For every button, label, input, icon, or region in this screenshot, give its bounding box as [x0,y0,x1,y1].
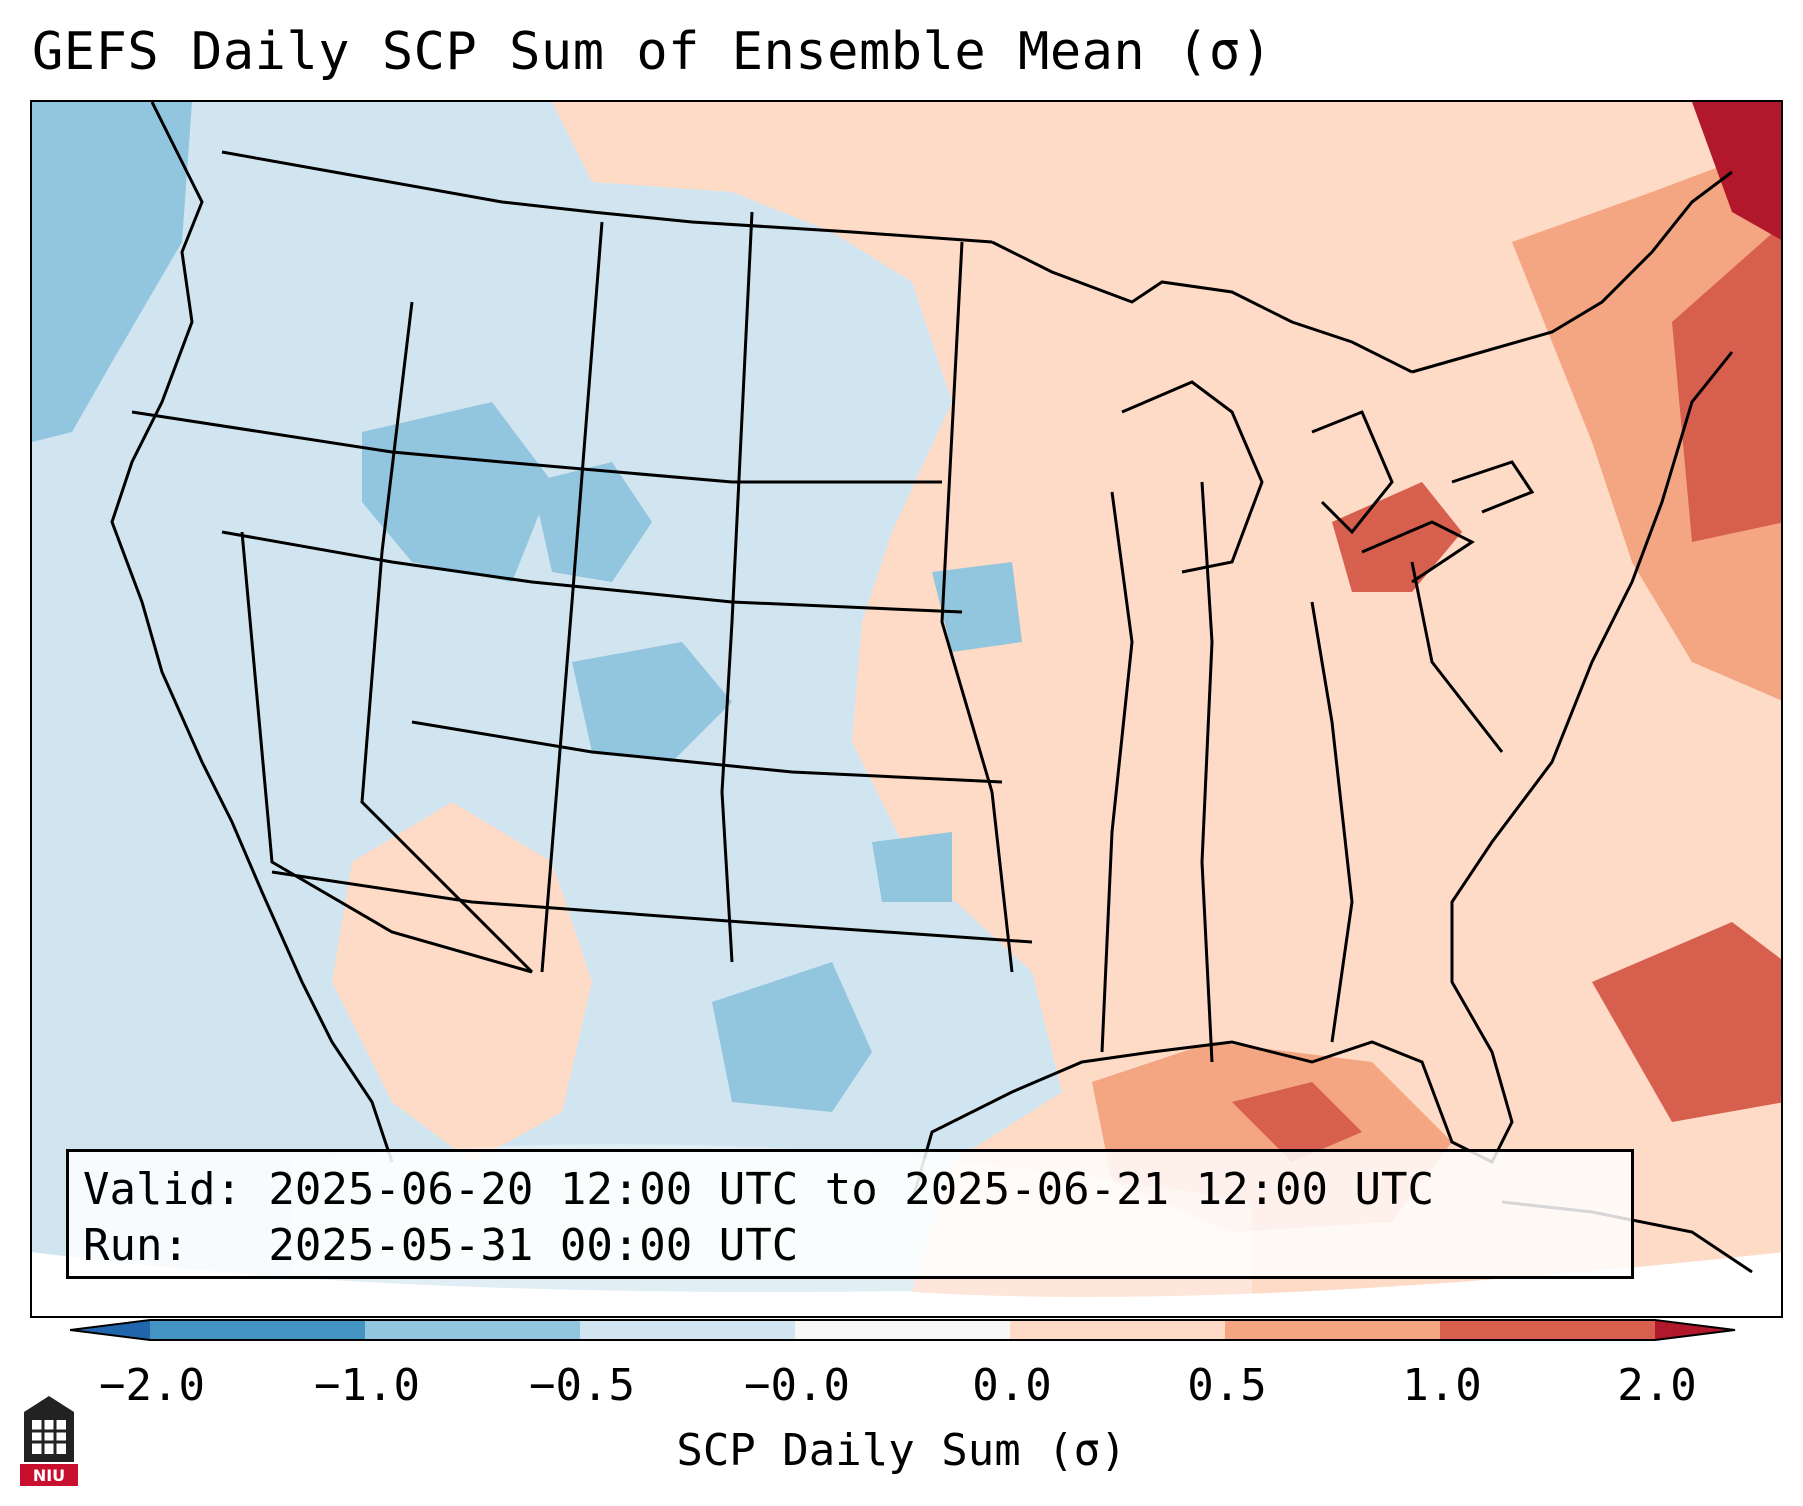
colorbar-label: SCP Daily Sum (σ) [676,1425,1127,1476]
texas-cool-region [712,962,872,1112]
plains-border-2 [940,241,1014,973]
colorbar-bin-7 [1440,1320,1655,1340]
state-line-south [271,870,1033,944]
west-coastline [110,102,394,1163]
pacific-cool-region [32,102,192,442]
outside-domain [32,1252,1781,1316]
colorbar-bin-1 [150,1320,365,1340]
idaho-cool-region [362,402,552,582]
colorbar-tick: 1.0 [1402,1360,1482,1411]
east-gulf-coastline [910,351,1734,1203]
colorbar-ticks: −2.0 −1.0 −0.5 −0.0 0.0 0.5 1.0 2.0 [0,1360,1803,1420]
colorbar-low-extend [70,1320,150,1340]
colorbar [70,1319,1736,1341]
boundaries [110,102,1753,1274]
lake-erie-outline [1361,520,1475,584]
atlantic-strong-region [1592,922,1781,1122]
state-line-central [411,720,1003,784]
chart-title: GEFS Daily SCP Sum of Ensemble Mean (σ) [32,22,1273,82]
colorbar-tick: 2.0 [1617,1360,1697,1411]
northeast-warm-region [1512,143,1781,701]
canada-border-west [221,150,993,244]
gulf-strong-region [1232,1082,1362,1162]
canada-border-lakes [991,240,1413,374]
maritime-peak-region [1692,102,1781,240]
colorbar-tick: −0.5 [529,1360,635,1411]
state-line-north-central [221,530,963,614]
lake-huron-outline [1311,410,1394,535]
valid-time-text: Valid: 2025-06-20 12:00 UTC to 2025-06-2… [83,1164,1435,1215]
lake-michigan-outline [1121,380,1264,574]
lake-ontario-outline [1451,460,1535,514]
oklahoma-cool-region [872,832,952,902]
mississippi-line [1100,491,1134,1053]
logo-window [32,1420,66,1454]
colorbar-bin-2 [365,1320,580,1340]
niu-logo-icon: NIU [20,1396,78,1486]
colorado-cool-region [572,642,732,762]
central-east-border [1200,481,1214,1063]
nevada-border [240,531,533,974]
plains-border-1 [720,211,754,963]
iowa-cool-region [932,562,1022,652]
run-time-text: Run: 2025-05-31 00:00 UTC [83,1220,799,1271]
colorbar-tick: −2.0 [99,1360,205,1411]
logo-window-bars [32,1420,66,1454]
wyoming-cool-region [532,462,652,582]
colorbar-bin-6 [1225,1320,1440,1340]
mountain-border [540,221,604,973]
colorbar-tick: 0.0 [972,1360,1052,1411]
colorbar-tick: −1.0 [314,1360,420,1411]
idaho-utah-border [360,301,534,974]
northeast-strong-region [1672,225,1781,542]
colorbar-outline [70,1319,1736,1341]
logo-band [20,1464,78,1486]
map-svg [32,102,1781,1316]
map-panel [30,100,1783,1318]
colorbar-bin-4 [795,1320,1010,1340]
state-line-north [131,410,942,484]
warm-anomaly-region [552,102,1781,1297]
colorbar-tick: 0.5 [1187,1360,1267,1411]
colorbar-bin-3 [580,1320,795,1340]
colorbar-bin-5 [1010,1320,1225,1340]
colorbar-high-extend [1655,1320,1735,1340]
colorbar-tick: −0.0 [744,1360,850,1411]
canada-border-east [1411,170,1733,374]
validity-info-box: Valid: 2025-06-20 12:00 UTC to 2025-06-2… [66,1149,1634,1279]
logo-text: NIU [33,1466,65,1485]
appalachian-border [1310,601,1354,1043]
northeast-border [1410,561,1504,753]
